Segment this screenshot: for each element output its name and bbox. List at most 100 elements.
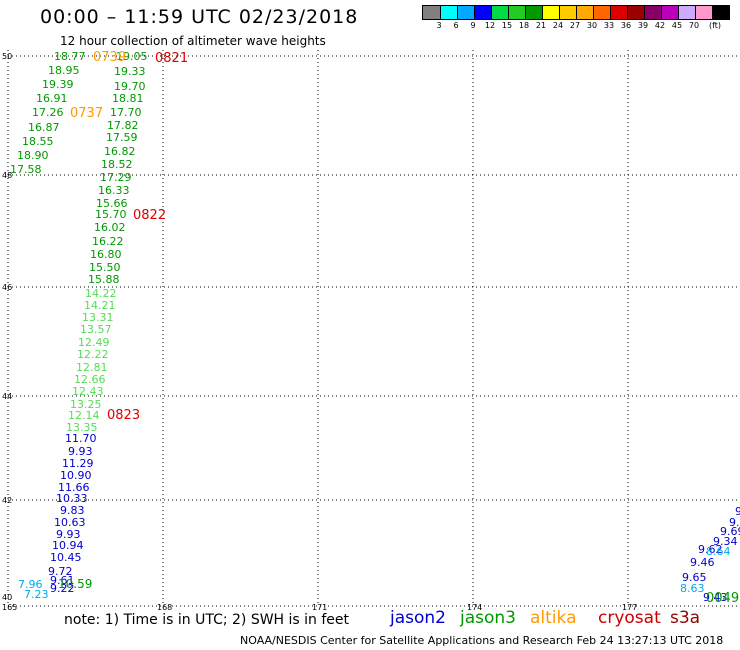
wave-height-reading: 9.65: [682, 571, 707, 584]
wave-height-reading: 18.81: [112, 92, 144, 105]
wave-height-reading: 17.59: [106, 131, 138, 144]
wave-height-reading: 0821: [155, 51, 188, 66]
wave-height-reading: 9.93: [56, 528, 81, 541]
longitude-label: 171: [312, 603, 327, 612]
wave-height-reading: 19.70: [114, 80, 146, 93]
wave-height-reading: 15.88: [88, 273, 120, 286]
longitude-label: 174: [467, 603, 482, 612]
page-subtitle: 12 hour collection of altimeter wave hei…: [60, 34, 326, 48]
wave-height-reading: 9.93: [68, 445, 93, 458]
wave-height-reading: 9.22: [50, 582, 75, 595]
legend-swatch: [491, 6, 508, 19]
legend-swatch: [627, 6, 644, 19]
wave-height-reading: 9.43: [703, 591, 728, 604]
legend-swatch: [440, 6, 457, 19]
wave-height-reading: 18.90: [17, 149, 49, 162]
wave-height-reading: 14.22: [85, 287, 117, 300]
legend-label: 30: [586, 21, 598, 30]
wave-height-reading: 16.33: [98, 184, 130, 197]
wave-height-reading: 10.45: [50, 551, 82, 564]
wave-height-reading: 16.87: [28, 121, 60, 134]
legend-label: 42: [654, 21, 666, 30]
wave-height-reading: 12.66: [74, 373, 106, 386]
legend-label: 45: [671, 21, 683, 30]
wave-height-reading: 12.49: [78, 336, 110, 349]
wave-height-reading: 9.61: [50, 574, 75, 587]
legend-swatch: [678, 6, 695, 19]
longitude-label: 168: [157, 603, 172, 612]
wave-height-reading: 17.58: [10, 163, 42, 176]
wave-height-reading: 19.33: [114, 65, 146, 78]
wave-height-reading: 19.05: [116, 50, 148, 63]
wave-height-reading: 16.02: [94, 221, 126, 234]
credit-line: NOAA/NESDIS Center for Satellite Applica…: [240, 634, 724, 647]
latitude-label: 42: [2, 496, 12, 505]
wave-height-reading: 0737: [70, 106, 103, 121]
wave-height-reading: 8.63: [680, 582, 705, 595]
wave-height-reading: 14.21: [84, 299, 116, 312]
color-legend: [422, 5, 730, 20]
legend-label: (ft): [708, 21, 722, 30]
legend-label: 33: [603, 21, 615, 30]
wave-height-reading: 10.94: [52, 539, 84, 552]
page-title: 00:00 – 11:59 UTC 02/23/2018: [40, 6, 359, 28]
legend-swatch: [644, 6, 661, 19]
legend-swatch: [542, 6, 559, 19]
longitude-label: 177: [622, 603, 637, 612]
wave-height-reading: 18.77: [54, 50, 86, 63]
wave-height-reading: 0823: [107, 408, 140, 423]
wave-height-reading: 10.63: [54, 516, 86, 529]
wave-height-reading: 9.72: [48, 565, 73, 578]
wave-height-reading: 18.95: [48, 64, 80, 77]
legend-label: 39: [637, 21, 649, 30]
legend-swatch: [661, 6, 678, 19]
latitude-label: 48: [2, 171, 12, 180]
wave-height-reading: 13.31: [82, 311, 114, 324]
legend-label: 6: [453, 21, 459, 30]
satellite-altika: altika: [530, 608, 577, 628]
wave-height-reading: 17.70: [110, 106, 142, 119]
wave-height-reading: 15.70: [95, 208, 127, 221]
legend-label: 36: [620, 21, 632, 30]
wave-height-reading: 16.91: [36, 92, 68, 105]
wave-height-reading: 16.22: [92, 235, 124, 248]
wave-height-reading: 18.55: [22, 135, 54, 148]
satellite-cryosat: cryosat: [598, 608, 661, 628]
legend-label: 70: [688, 21, 700, 30]
wave-height-reading: 12.14: [68, 409, 100, 422]
wave-height-reading: 7.96: [18, 578, 43, 591]
latitude-label: 50: [2, 52, 12, 61]
legend-swatch: [457, 6, 474, 19]
wave-height-reading: 13.57: [80, 323, 112, 336]
wave-height-reading: 9.69: [720, 525, 740, 538]
legend-label: 15: [501, 21, 513, 30]
wave-height-reading: 10.59: [58, 577, 92, 591]
wave-height-reading: 16.80: [90, 248, 122, 261]
legend-swatch: [593, 6, 610, 19]
wave-height-reading: 15.50: [89, 261, 121, 274]
legend-swatch: [610, 6, 627, 19]
legend-swatch: [508, 6, 525, 19]
wave-height-reading: 11.70: [65, 432, 97, 445]
wave-height-reading: 16.82: [104, 145, 136, 158]
legend-swatch: [525, 6, 542, 19]
legend-label: 12: [484, 21, 496, 30]
legend-swatch: [576, 6, 593, 19]
legend-label: 27: [569, 21, 581, 30]
wave-height-reading: 11.29: [62, 457, 94, 470]
legend-swatch: [712, 6, 729, 19]
wave-height-reading: 13.25: [70, 398, 102, 411]
wave-height-reading: 0049: [706, 591, 739, 606]
wave-height-reading: 9: [735, 505, 740, 518]
legend-swatch: [423, 6, 440, 19]
satellite-jason3: jason3: [460, 608, 516, 628]
wave-height-reading: 17.26: [32, 106, 64, 119]
wave-height-reading: 8.64: [706, 545, 731, 558]
wave-height-reading: 9.2: [729, 516, 740, 529]
latitude-label: 40: [2, 593, 12, 602]
wave-height-reading: 10.90: [60, 469, 92, 482]
legend-swatch: [559, 6, 576, 19]
wave-height-reading: 12.43: [72, 385, 104, 398]
latitude-label: 46: [2, 283, 12, 292]
